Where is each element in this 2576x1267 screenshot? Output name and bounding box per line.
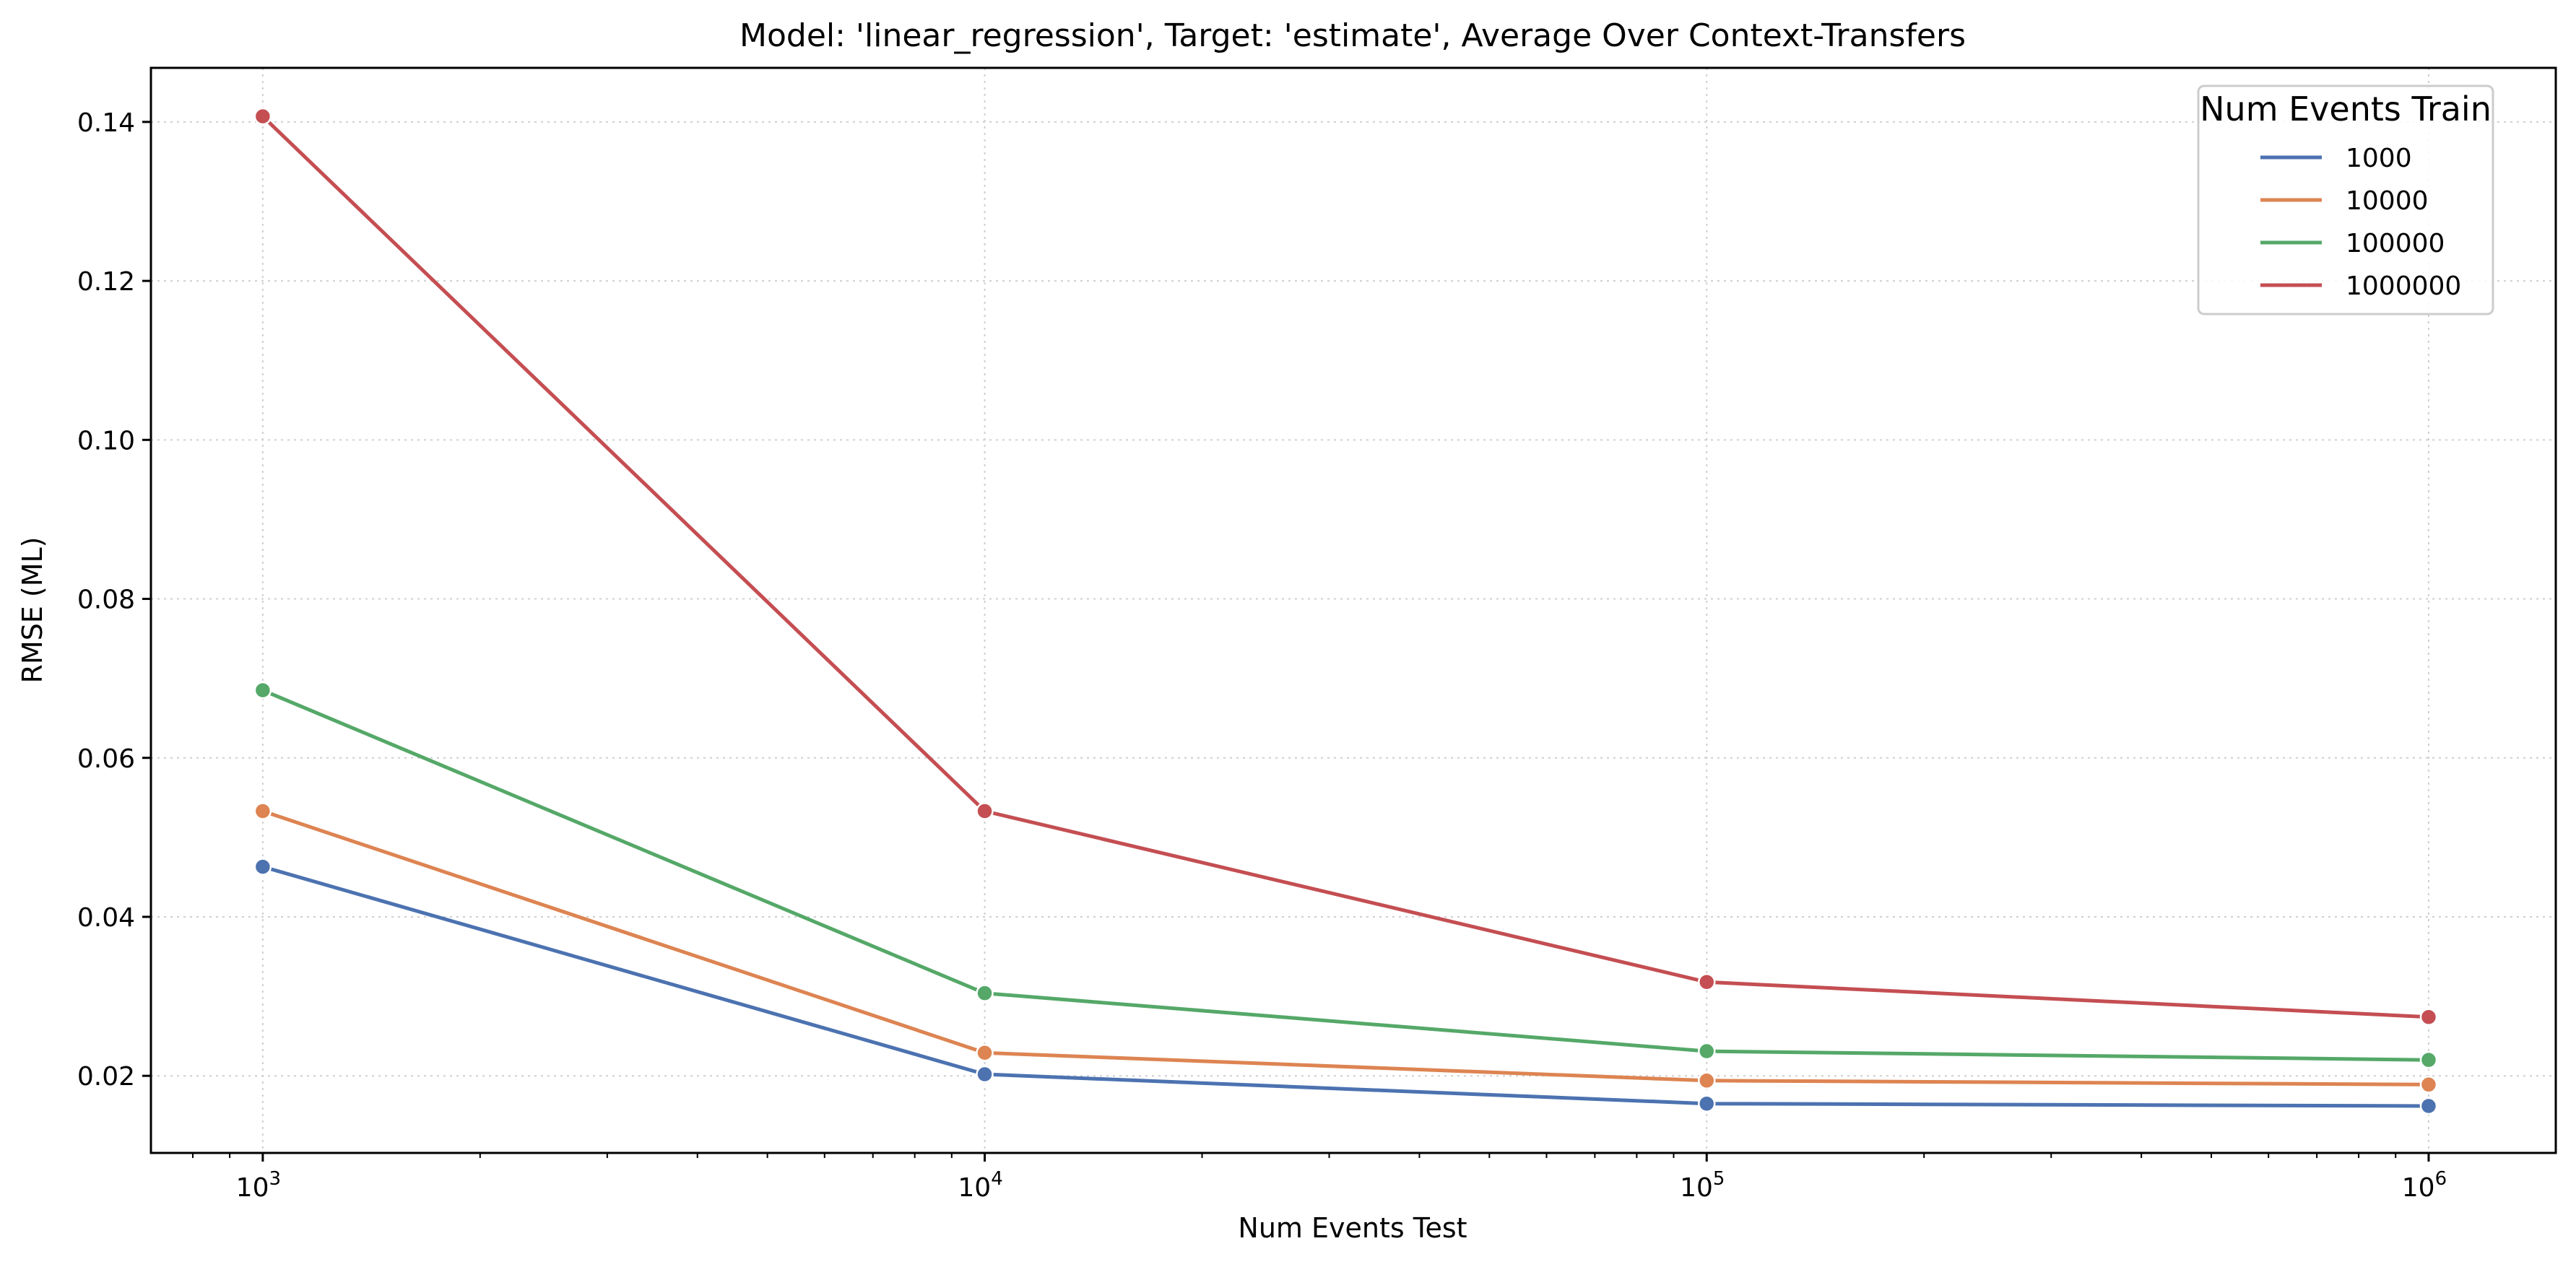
data-point-1000-10000 xyxy=(976,1065,994,1084)
chart-title: Model: 'linear_regression', Target: 'est… xyxy=(740,17,1966,54)
x-axis-label: Num Events Test xyxy=(1238,1212,1467,1244)
y-tick-label: 0.10 xyxy=(77,426,135,456)
x-tick-label: 106 xyxy=(2402,1168,2447,1203)
legend-label: 100000 xyxy=(2346,229,2445,258)
legend-title: Num Events Train xyxy=(2200,90,2492,129)
data-point-100000-100000 xyxy=(1698,1042,1716,1061)
x-tick-base: 10 xyxy=(958,1173,991,1203)
data-point-1000000-10000 xyxy=(976,802,994,820)
series-layer xyxy=(261,114,2431,1108)
y-tick-label: 0.06 xyxy=(77,744,135,774)
data-point-100000-1000 xyxy=(253,681,272,700)
data-point-1000000-1000000 xyxy=(2419,1008,2438,1026)
y-tick-label: 0.12 xyxy=(77,267,135,297)
x-tick-base: 10 xyxy=(1680,1173,1713,1203)
series-line-1000000 xyxy=(261,114,2431,1019)
data-point-1000-1000000 xyxy=(2419,1097,2438,1115)
x-tick-label: 103 xyxy=(236,1168,281,1203)
plot-frame xyxy=(149,66,2557,1154)
data-point-10000-1000000 xyxy=(2419,1076,2438,1094)
x-tick-exponent: 4 xyxy=(991,1168,1003,1190)
y-tick-label: 0.14 xyxy=(77,108,135,138)
x-tick-base: 10 xyxy=(236,1173,269,1203)
points-layer xyxy=(253,107,2438,1115)
x-tick-exponent: 6 xyxy=(2435,1168,2447,1190)
data-point-10000-10000 xyxy=(976,1044,994,1062)
y-tick-label: 0.02 xyxy=(77,1062,135,1092)
x-tick-exponent: 3 xyxy=(269,1168,281,1190)
data-point-100000-1000000 xyxy=(2419,1050,2438,1069)
x-tick-label: 105 xyxy=(1680,1168,1725,1203)
series-line-100000 xyxy=(261,688,2431,1062)
legend-label: 1000000 xyxy=(2346,271,2461,301)
data-point-10000-1000 xyxy=(253,802,272,820)
data-point-10000-100000 xyxy=(1698,1071,1716,1090)
y-tick-label: 0.04 xyxy=(77,903,135,933)
legend-label: 1000 xyxy=(2346,144,2412,173)
series-line-1000 xyxy=(261,865,2431,1108)
data-point-1000-1000 xyxy=(253,858,272,876)
y-axis-label: RMSE (ML) xyxy=(17,536,48,683)
data-point-1000000-1000 xyxy=(253,107,272,126)
grid-lines xyxy=(151,68,2556,1153)
legend: Num Events Train 1000 10000 100000 1000000 xyxy=(2197,84,2494,315)
y-tick-label: 0.08 xyxy=(77,585,135,615)
series-line-10000 xyxy=(261,809,2431,1087)
legend-box xyxy=(2197,84,2494,315)
x-tick-exponent: 5 xyxy=(1713,1168,1725,1190)
data-point-1000-100000 xyxy=(1698,1094,1716,1113)
legend-label: 10000 xyxy=(2346,186,2429,216)
x-tick-label: 104 xyxy=(958,1168,1002,1203)
data-point-1000000-100000 xyxy=(1698,973,1716,991)
x-tick-base: 10 xyxy=(2402,1173,2435,1203)
legend-items: 1000 10000 100000 1000000 xyxy=(2260,144,2461,301)
data-point-100000-10000 xyxy=(976,984,994,1002)
